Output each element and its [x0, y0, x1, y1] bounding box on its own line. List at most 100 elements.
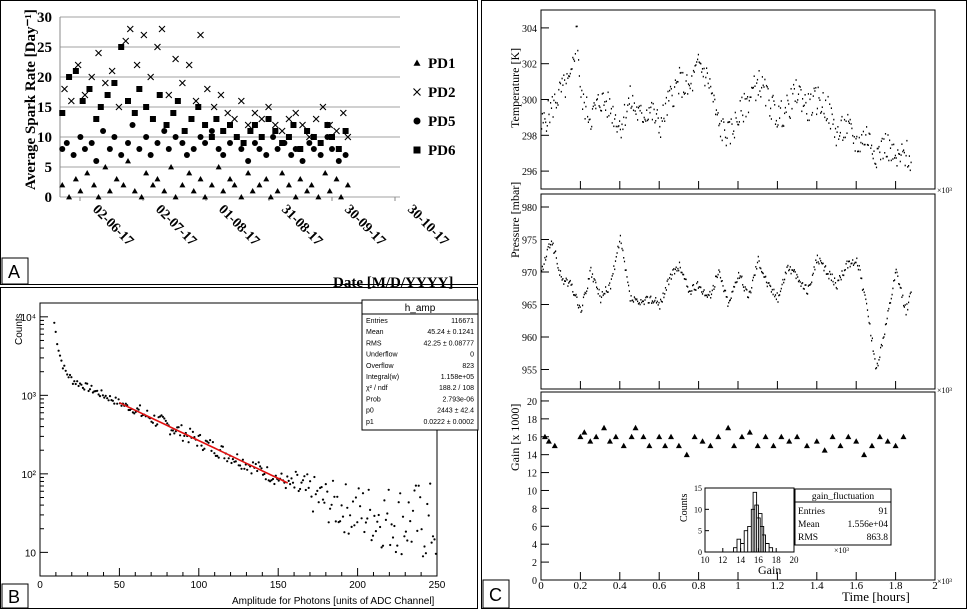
chart-c-pressure-point: [749, 290, 751, 293]
chart-c-temperature-point: [562, 84, 564, 86]
chart-c-temperature-point: [747, 96, 749, 98]
chart-c-temperature-point: [811, 111, 814, 114]
chart-c-pressure-point: [742, 284, 744, 286]
chart-b-point: [160, 414, 163, 417]
chart-c-pressure-point: [724, 289, 727, 292]
chart-c-xtick-label: 0.4: [613, 580, 627, 592]
chart-a-point-pd2: [101, 79, 109, 87]
chart-c-pressure-point: [820, 262, 823, 264]
chart-c-temperature-point: [567, 77, 569, 79]
chart-c-pressure-point: [742, 286, 745, 288]
chart-c-gain-point: [551, 442, 558, 449]
chart-a-point-pd6: [227, 122, 233, 128]
chart-c-temperature-point: [575, 25, 577, 28]
chart-b-point: [306, 473, 309, 476]
chart-c-pressure-point: [631, 299, 633, 302]
chart-b-stats-value: 45.24 ± 0.1241: [427, 329, 474, 336]
chart-c-temperature-point: [620, 136, 622, 139]
chart-b-point: [124, 402, 127, 405]
chart-c-temperature-point: [742, 114, 744, 117]
chart-c-pressure-point: [569, 279, 571, 282]
chart-c-gain-point: [762, 433, 769, 440]
chart-c-temperature-point: [596, 99, 598, 101]
chart-c-temperature-ytick-label: 296: [522, 167, 537, 178]
chart-c-temperature-point: [639, 109, 641, 112]
chart-b-point: [349, 514, 352, 517]
chart-c-pressure-point: [819, 257, 821, 260]
chart-b-point: [307, 486, 310, 489]
chart-c-pressure-point: [658, 301, 660, 304]
chart-c-pressure-point: [561, 279, 563, 281]
chart-c-gain-point: [803, 442, 810, 449]
chart-a-point-pd5: [106, 146, 113, 152]
chart-b-point: [350, 525, 353, 529]
chart-c-pressure-point: [750, 291, 752, 294]
chart-c-temperature-point: [880, 140, 882, 142]
chart-c-temperature-point: [816, 113, 818, 116]
chart-c-temperature-point: [710, 92, 713, 95]
chart-c-temperature-point: [638, 105, 640, 108]
chart-c-pressure-point: [878, 359, 880, 361]
chart-c-temperature-point: [571, 68, 573, 70]
chart-c-pressure-point: [720, 280, 722, 283]
chart-c-pressure-point: [564, 280, 566, 282]
chart-c-temperature-point: [555, 106, 557, 109]
chart-a-point-pd6: [111, 80, 118, 86]
chart-b-point: [346, 506, 349, 509]
chart-c-pressure-point: [887, 310, 889, 312]
chart-c-gain-ylabel: Gain [x 1000]: [508, 404, 522, 471]
chart-b-point: [251, 461, 255, 464]
chart-c-temperature-point: [857, 150, 859, 153]
chart-c-gain-ytick-label: 6: [532, 522, 537, 533]
chart-c-temperature-point: [578, 75, 580, 77]
chart-b-point: [189, 427, 192, 430]
chart-c-inset-ylabel: Counts: [679, 494, 690, 522]
chart-c-temperature-point: [843, 136, 845, 139]
chart-c-pressure-point: [650, 295, 652, 298]
chart-a-point-pd2: [165, 91, 173, 99]
chart-c-pressure-point: [787, 264, 789, 267]
chart-a-point-pd5: [299, 158, 306, 164]
chart-a-point-pd1: [186, 170, 193, 176]
chart-c-temperature-point: [907, 166, 909, 168]
chart-c-pressure-point: [794, 271, 796, 273]
chart-c-temperature-point: [676, 80, 678, 83]
chart-b-point: [70, 376, 73, 379]
chart-c-pressure-point: [575, 293, 577, 296]
chart-c-temperature-point: [642, 121, 644, 123]
chart-a-point-pd6: [118, 44, 125, 50]
chart-c-gain-ytick-label: 12: [527, 469, 537, 480]
chart-b-point: [153, 414, 156, 417]
chart-c-pressure-point: [682, 273, 684, 276]
chart-c-pressure-point: [582, 296, 585, 299]
chart-c-pressure-point: [604, 292, 606, 295]
chart-c-pressure-point: [770, 285, 772, 288]
chart-a-point-pd5: [251, 140, 258, 146]
chart-c-temperature-point: [666, 114, 668, 116]
chart-b-point: [343, 531, 346, 534]
chart-c-temperature-point: [542, 121, 544, 124]
chart-c-gain-point: [725, 424, 732, 431]
chart-c-temperature-point: [881, 137, 883, 140]
chart-c-temperature-point: [750, 96, 752, 98]
chart-c-pressure-point: [901, 296, 903, 298]
chart-c-pressure-point: [637, 300, 639, 303]
chart-c-gain-point: [640, 433, 647, 440]
chart-c-pressure-point: [689, 290, 691, 292]
chart-c-temperature-point: [811, 114, 813, 116]
chart-c-temperature-point: [807, 119, 809, 122]
chart-c-temperature-point: [651, 118, 653, 121]
chart-c-temperature-point: [775, 119, 777, 122]
chart-c-pressure-point: [841, 270, 843, 272]
chart-c-pressure-point: [856, 257, 858, 260]
chart-c-pressure-point: [738, 277, 740, 279]
chart-c-temperature-point: [777, 124, 779, 126]
chart-c-gain-point: [628, 433, 635, 440]
chart-c-pressure-point: [850, 262, 852, 265]
chart-c-temperature-point: [861, 134, 863, 136]
chart-c-pressure-point: [713, 288, 715, 290]
chart-c-temperature-point: [558, 88, 560, 91]
chart-c-pressure-ytick-label: 980: [522, 203, 537, 214]
chart-c-temperature-point: [587, 121, 589, 123]
chart-b-point: [116, 402, 119, 405]
